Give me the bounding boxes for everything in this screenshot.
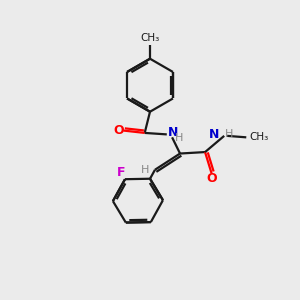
Text: H: H	[174, 133, 183, 143]
Text: N: N	[168, 126, 178, 139]
Text: CH₃: CH₃	[250, 132, 269, 142]
Text: O: O	[113, 124, 124, 137]
Text: CH₃: CH₃	[140, 33, 160, 43]
Text: O: O	[206, 172, 217, 185]
Text: H: H	[225, 129, 233, 139]
Text: N: N	[208, 128, 219, 142]
Text: H: H	[141, 165, 150, 175]
Text: F: F	[116, 166, 125, 178]
